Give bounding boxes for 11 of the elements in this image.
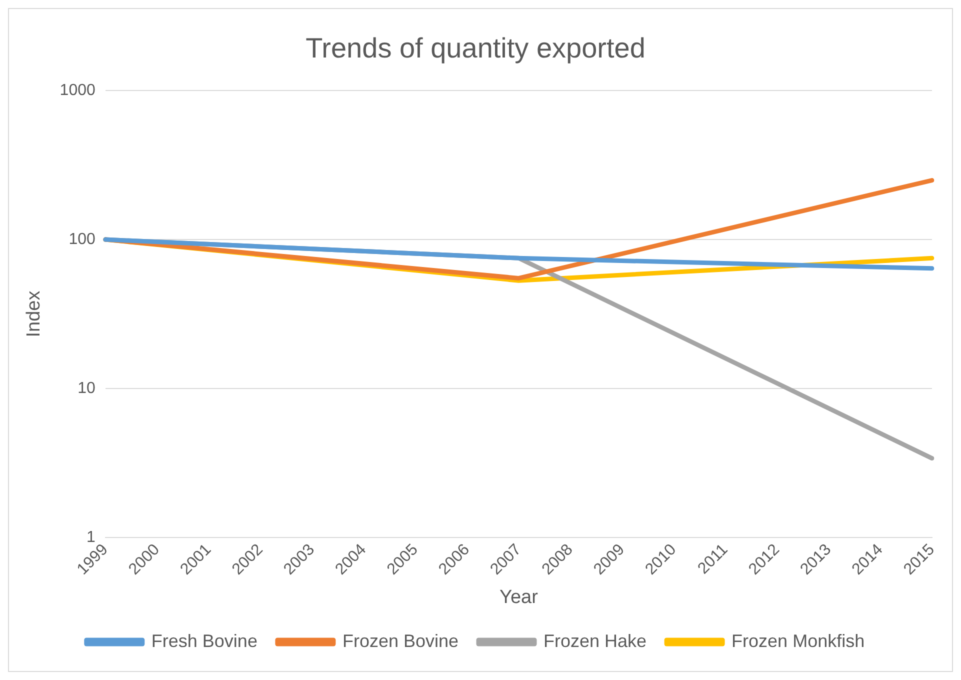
legend-label: Frozen Bovine [342, 630, 459, 651]
y-axis-title: Index [24, 290, 45, 338]
y-tick-label: 100 [68, 230, 96, 248]
legend-label: Frozen Hake [544, 630, 647, 651]
legend-label: Frozen Monkfish [732, 630, 865, 651]
x-axis-title: Year [500, 586, 539, 608]
y-tick-label: 1 [86, 528, 96, 546]
y-tick-label: 1000 [60, 82, 96, 100]
y-tick-label: 10 [78, 380, 96, 397]
legend-label: Fresh Bovine [151, 630, 258, 651]
chart-title: Trends of quantity exported [306, 32, 646, 64]
